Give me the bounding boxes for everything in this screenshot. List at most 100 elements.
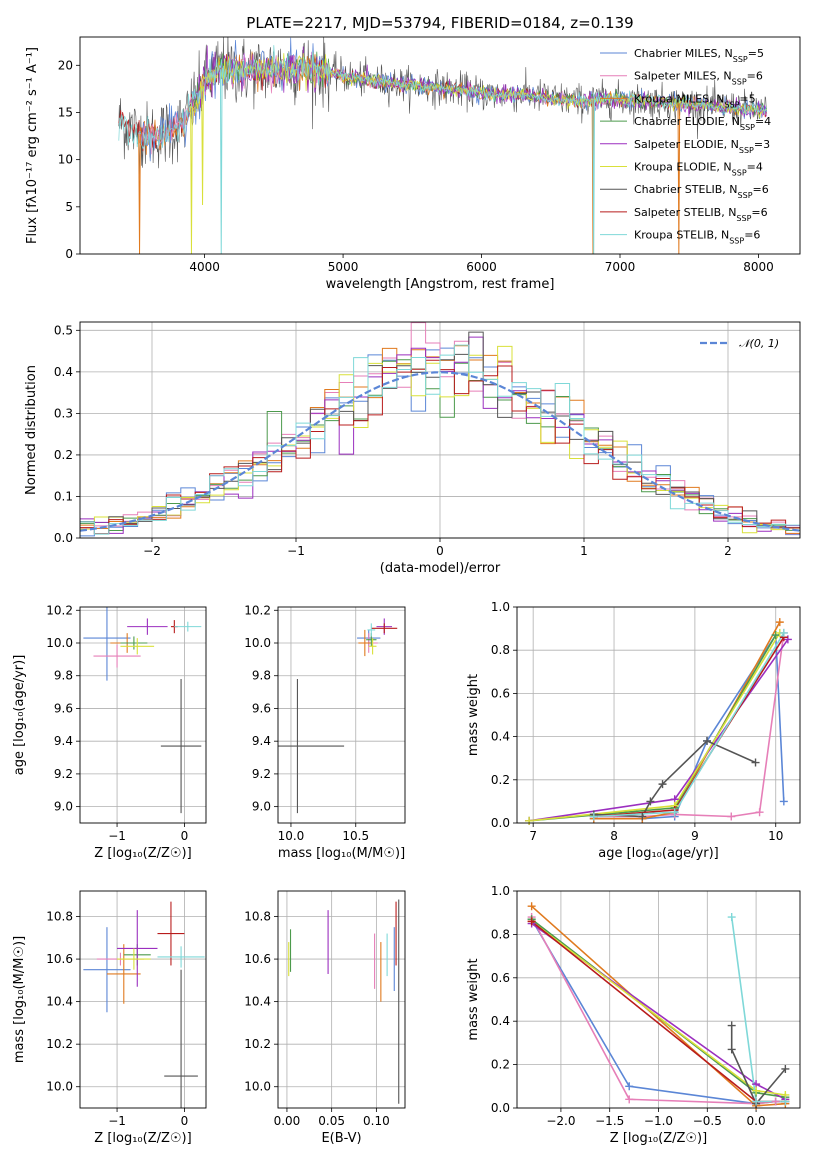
legend-label-tail: =6 bbox=[753, 183, 769, 196]
axes-frame bbox=[277, 890, 406, 1109]
x-axis-label: (data-model)/error bbox=[380, 561, 501, 576]
y-tick-label: 10.2 bbox=[244, 603, 271, 617]
y-tick-label: 20 bbox=[58, 58, 73, 72]
legend-label: Kroupa STELIB, NSSP=6 bbox=[634, 229, 760, 246]
plot-spectrum: 4000 5000 6000 7000 8000 0 5 10 15 20 wavelength [… bbox=[25, 36, 801, 292]
legend-label-text: Salpeter STELIB, N bbox=[634, 206, 736, 219]
x-tick-label: 7000 bbox=[605, 260, 636, 274]
x-tick-label: 0.10 bbox=[363, 1114, 390, 1128]
x-axis-label: age [log₁₀(age/yr)] bbox=[598, 846, 719, 861]
y-tick-label: 0.0 bbox=[491, 816, 510, 830]
x-tick-label: 4000 bbox=[189, 260, 220, 274]
y-tick-label: 1.0 bbox=[491, 884, 510, 898]
y-tick-label: 0.4 bbox=[54, 365, 73, 379]
x-tick-label: −1 bbox=[108, 1114, 126, 1128]
series-line bbox=[593, 621, 781, 820]
series-line bbox=[529, 632, 781, 822]
legend-label-tail: =5 bbox=[739, 92, 755, 105]
y-tick-label: 9.2 bbox=[54, 767, 73, 781]
x-tick-label: 10 bbox=[768, 829, 783, 843]
y-tick-label: 5 bbox=[65, 200, 73, 214]
x-axis-label: E(B-V) bbox=[321, 1131, 361, 1146]
series-marker bbox=[658, 780, 667, 789]
y-axis-label: mass weight bbox=[466, 958, 481, 1040]
plot-massweight-vs-Z: −2.0 −1.5 −1.0 −0.5 0.0 0.0 0.2 0.4 0.6 0.8 1.0 Z [… bbox=[466, 884, 801, 1146]
series-line bbox=[730, 916, 786, 1103]
legend-label-sub: SSP bbox=[738, 191, 753, 200]
y-tick-label: 0.6 bbox=[491, 971, 510, 985]
legend-label-text: Kroupa STELIB, N bbox=[634, 229, 729, 242]
x-axis-label: Z [log₁₀(Z/Z☉)] bbox=[94, 1131, 191, 1146]
series-marker bbox=[752, 1086, 761, 1095]
legend-label: Chabrier ELODIE, NSSP=4 bbox=[634, 115, 771, 132]
x-tick-label: 10.5 bbox=[342, 829, 369, 843]
y-tick-label: 10.0 bbox=[46, 636, 73, 650]
plot-age-vs-mass: 10.0 10.5 9.0 9.2 9.4 9.6 9.8 10.0 10.2 mass [log… bbox=[244, 603, 406, 861]
series-marker bbox=[771, 631, 780, 640]
legend-label-text: Kroupa MILES, N bbox=[634, 92, 724, 105]
plot-area bbox=[80, 322, 800, 538]
legend-label-sub: SSP bbox=[736, 213, 751, 222]
x-tick-label: 0 bbox=[181, 1114, 189, 1128]
y-tick-label: 1.0 bbox=[491, 600, 510, 614]
axes-frame bbox=[79, 606, 207, 824]
legend-label: Salpeter STELIB, NSSP=6 bbox=[634, 206, 768, 223]
series-marker bbox=[783, 635, 792, 644]
y-tick-label: 9.8 bbox=[252, 669, 271, 683]
x-tick-label: 9 bbox=[691, 829, 699, 843]
y-tick-label: 10.8 bbox=[46, 910, 73, 924]
series-marker bbox=[727, 1021, 736, 1030]
y-tick-label: 0.2 bbox=[491, 1058, 510, 1072]
x-tick-label: 0.05 bbox=[318, 1114, 345, 1128]
y-tick-label: 9.6 bbox=[54, 701, 73, 715]
legend-label-text: Chabrier STELIB, N bbox=[634, 183, 738, 196]
legend-label-sub: SSP bbox=[740, 123, 755, 132]
spectrum-line bbox=[190, 45, 767, 118]
spectrum-line bbox=[190, 52, 767, 119]
x-tick-label: 0 bbox=[181, 829, 189, 843]
plot-age-vs-Z: −1 0 9.0 9.2 9.4 9.6 9.8 10.0 10.2 Z [log₁₀(Z/Z☉)… bbox=[12, 603, 207, 861]
y-tick-label: 10.2 bbox=[46, 603, 73, 617]
plot-area bbox=[528, 621, 789, 822]
x-tick-label: 2 bbox=[724, 544, 732, 558]
histogram-step bbox=[80, 344, 800, 538]
spectrum-line bbox=[118, 45, 767, 150]
series-line bbox=[593, 632, 785, 818]
series-marker bbox=[752, 1097, 761, 1106]
y-tick-label: 15 bbox=[58, 105, 73, 119]
x-tick-label: 1 bbox=[580, 544, 588, 558]
series-marker bbox=[775, 618, 784, 627]
series-marker bbox=[625, 1095, 634, 1104]
series-marker bbox=[779, 797, 788, 806]
x-axis-label: mass [log₁₀(M/M☉)] bbox=[278, 846, 405, 861]
x-tick-label: 0.0 bbox=[747, 1114, 766, 1128]
legend-label-text: Salpeter ELODIE, N bbox=[634, 138, 739, 151]
plot-mass-vs-ebv: 0.00 0.05 0.10 10.0 10.2 10.4 10.6 10.8 E(B-V) bbox=[244, 890, 406, 1146]
y-tick-label: 0.3 bbox=[54, 406, 73, 420]
series-marker bbox=[727, 1045, 736, 1054]
axes-frame bbox=[79, 36, 801, 255]
series-marker bbox=[703, 736, 712, 745]
y-tick-label: 0.6 bbox=[491, 686, 510, 700]
x-tick-label: −0.5 bbox=[693, 1114, 722, 1128]
legend-label: Chabrier MILES, NSSP=5 bbox=[634, 47, 764, 64]
series-line bbox=[593, 632, 785, 820]
series-line bbox=[528, 638, 789, 822]
spectrum-dip bbox=[677, 103, 681, 254]
legend-label-tail: =4 bbox=[755, 115, 771, 128]
legend-label-text: Chabrier ELODIE, N bbox=[634, 115, 740, 128]
series-line bbox=[529, 634, 777, 822]
legend-label-text: Kroupa ELODIE, N bbox=[634, 161, 732, 174]
plot-residuals: −2 −1 0 1 2 0.0 0.1 0.2 0.3 0.4 0.5 (data-model)/er… bbox=[24, 321, 801, 576]
y-tick-label: 10 bbox=[58, 153, 73, 167]
x-tick-label: −2.0 bbox=[546, 1114, 575, 1128]
spectrum-dip bbox=[592, 100, 596, 254]
series-marker bbox=[670, 808, 679, 817]
spectrum-dip bbox=[201, 86, 204, 205]
x-tick-label: 8 bbox=[610, 829, 618, 843]
axes-frame bbox=[516, 890, 801, 1109]
legend-label: Salpeter ELODIE, NSSP=3 bbox=[634, 138, 770, 155]
series-marker bbox=[525, 816, 534, 825]
series-marker bbox=[779, 628, 788, 637]
x-tick-label: −1 bbox=[287, 544, 305, 558]
